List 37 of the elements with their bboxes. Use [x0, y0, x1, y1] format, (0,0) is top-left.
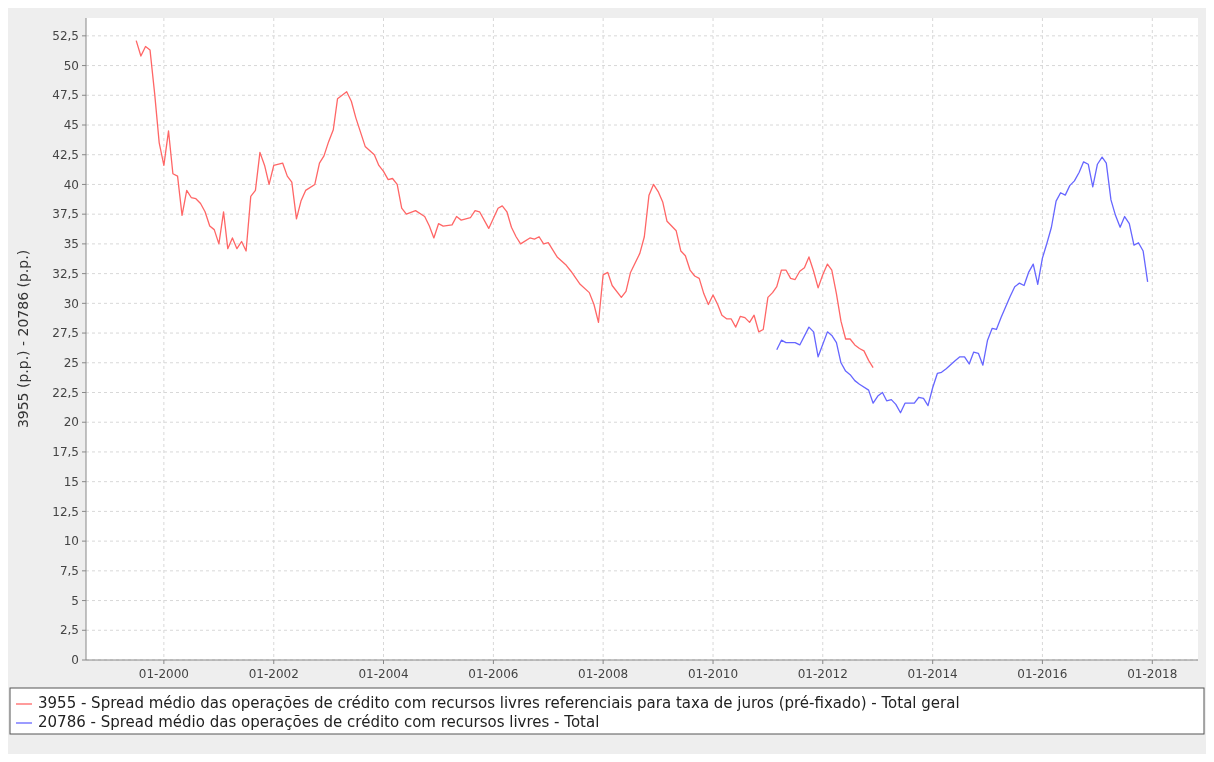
y-tick-label: 10: [63, 534, 79, 549]
y-axis-title: 3955 (p.p.) - 20786 (p.p.): [15, 249, 31, 429]
x-tick-label: 01-2004: [358, 667, 409, 681]
y-tick-label: 5: [71, 593, 79, 608]
y-tick-label: 15: [63, 474, 79, 489]
x-tick-label: 01-2016: [1017, 667, 1068, 681]
x-tick-label: 01-2014: [907, 667, 958, 681]
y-tick-label: 37,5: [52, 207, 79, 222]
y-tick-label: 25: [63, 355, 79, 370]
x-tick-label: 01-2010: [687, 667, 739, 681]
y-tick-label: 2,5: [59, 623, 79, 638]
line-series: [776, 156, 1149, 414]
y-tick-label: 12,5: [52, 504, 79, 519]
y-tick-label: 20: [63, 415, 79, 430]
y-tick-label: 30: [63, 296, 79, 311]
legend-label: 3955 - Spread médio das operações de crédito com recursos livres referenciais para taxa de juros (pré-fixado) - Total geral: [38, 694, 960, 712]
y-tick-label: 32,5: [52, 266, 79, 281]
y-tick-label: 40: [63, 177, 79, 192]
x-tick-label: 01-2012: [797, 667, 848, 681]
x-tick-label: 01-2006: [468, 667, 519, 681]
y-tick-label: 22,5: [52, 385, 79, 400]
y-tick-label: 27,5: [52, 326, 79, 341]
y-tick-label: 35: [63, 237, 79, 252]
y-tick-label: 47,5: [52, 88, 79, 103]
y-tick-label: 7,5: [59, 564, 79, 579]
y-tick-label: 42,5: [52, 147, 79, 162]
x-tick-label: 01-2000: [138, 667, 189, 681]
x-tick-label: 01-2018: [1127, 667, 1178, 681]
x-tick-label: 01-2002: [248, 667, 299, 681]
y-tick-label: 45: [63, 118, 79, 133]
x-tick-label: 01-2008: [578, 667, 629, 681]
y-tick-label: 50: [63, 58, 79, 73]
legend-label: 20786 - Spread médio das operações de crédito com recursos livres - Total: [38, 713, 600, 731]
line-series: [135, 39, 874, 369]
y-tick-label: 52,5: [52, 29, 79, 44]
y-tick-label: 17,5: [52, 445, 79, 460]
y-tick-label: 0: [71, 653, 79, 668]
